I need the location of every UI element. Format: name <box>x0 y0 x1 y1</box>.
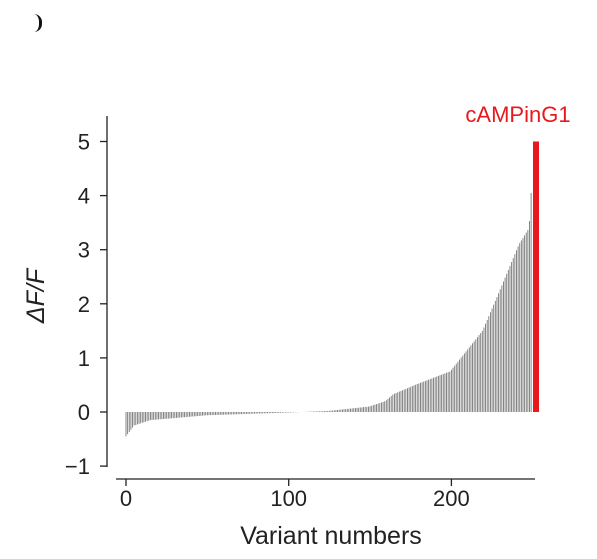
y-axis-title: ΔF/F <box>22 267 50 324</box>
x-tick-label: 100 <box>270 486 307 511</box>
panel-letter-fragment <box>34 14 42 32</box>
x-axis-ticks: 0 100 200 <box>120 479 470 511</box>
x-tick-label: 0 <box>120 486 132 511</box>
y-tick-label: −1 <box>65 454 90 479</box>
y-tick-label: 3 <box>78 238 90 263</box>
y-tick-label: 5 <box>78 130 90 155</box>
bar-series <box>125 192 532 437</box>
highlight-label: cAMPinG1 <box>465 102 570 127</box>
y-tick-label: 2 <box>78 292 90 317</box>
y-axis-ticks: −1 0 1 2 3 4 5 <box>65 130 107 479</box>
y-tick-label: 0 <box>78 400 90 425</box>
y-tick-label: 4 <box>78 184 90 209</box>
x-tick-label: 200 <box>433 486 470 511</box>
x-axis-title: Variant numbers <box>240 522 422 550</box>
y-tick-label: 1 <box>78 346 90 371</box>
